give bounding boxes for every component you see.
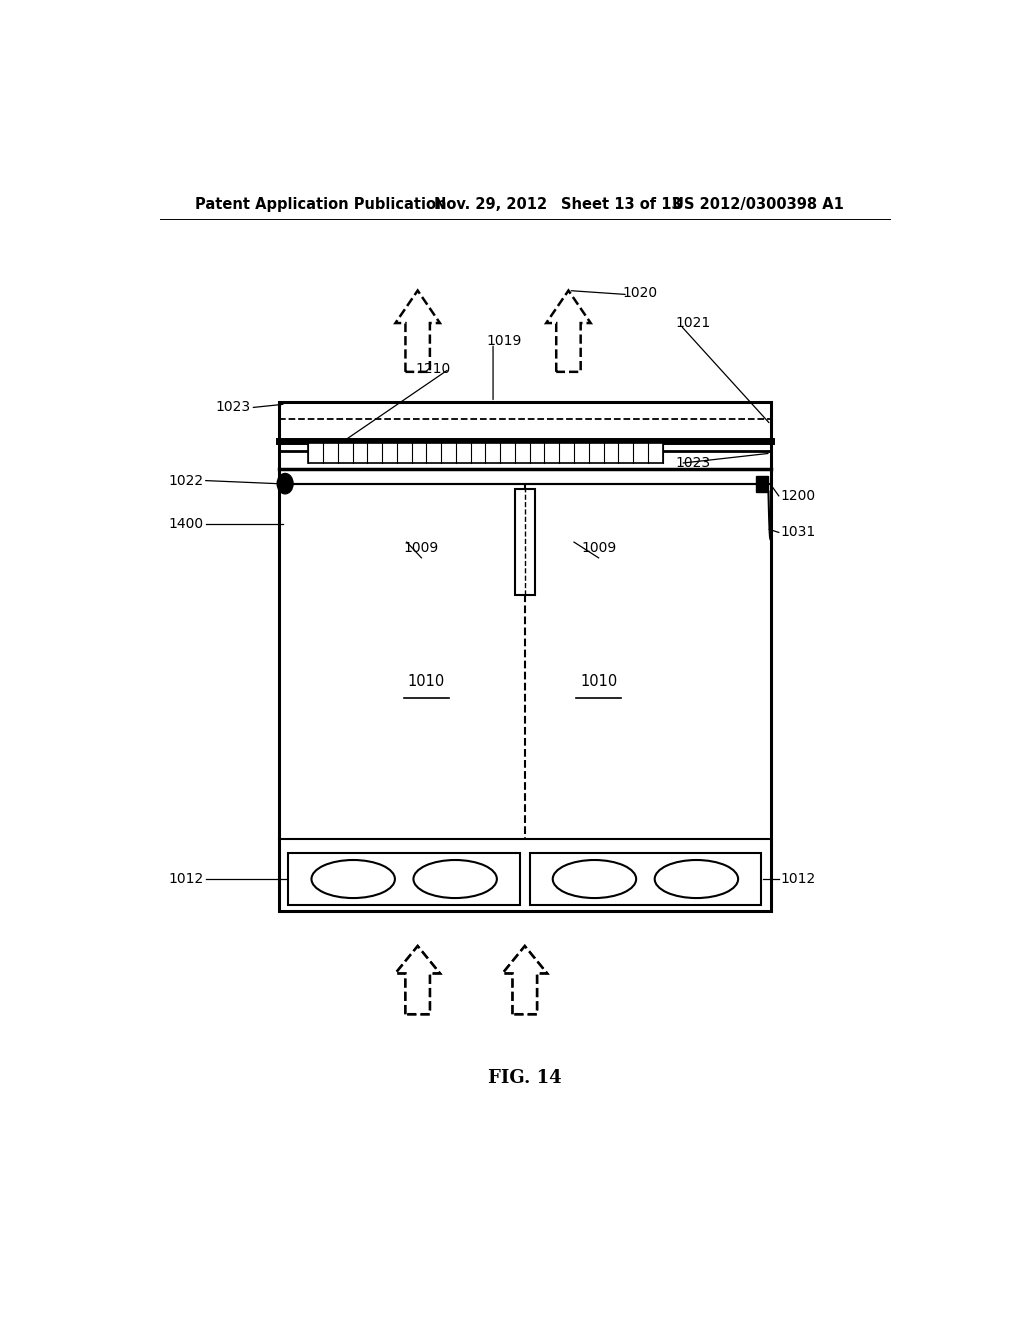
Bar: [756, 475, 768, 492]
Text: 1010: 1010: [408, 675, 445, 689]
Text: 1012: 1012: [780, 873, 815, 886]
Text: 1210: 1210: [416, 362, 451, 376]
Text: Sheet 13 of 13: Sheet 13 of 13: [560, 197, 681, 211]
Polygon shape: [395, 290, 440, 372]
Text: FIG. 14: FIG. 14: [488, 1069, 561, 1088]
Text: 1200: 1200: [780, 488, 815, 503]
Text: US 2012/0300398 A1: US 2012/0300398 A1: [672, 197, 844, 211]
Text: 1012: 1012: [168, 873, 204, 886]
Bar: [279, 403, 771, 911]
Polygon shape: [503, 946, 547, 1014]
Text: Nov. 29, 2012: Nov. 29, 2012: [433, 197, 547, 211]
Text: 1009: 1009: [403, 541, 439, 554]
Text: 1023: 1023: [216, 400, 251, 414]
Polygon shape: [395, 946, 440, 1014]
Text: 1010: 1010: [580, 675, 617, 689]
Text: 1021: 1021: [676, 315, 711, 330]
Text: 1023: 1023: [676, 457, 711, 470]
Text: 1031: 1031: [780, 525, 815, 540]
Polygon shape: [546, 290, 591, 372]
Text: Patent Application Publication: Patent Application Publication: [196, 197, 446, 211]
Polygon shape: [503, 946, 547, 1014]
Text: 1400: 1400: [168, 517, 204, 532]
Bar: [515, 488, 535, 595]
Text: 1019: 1019: [486, 334, 522, 348]
Bar: [308, 444, 663, 463]
Polygon shape: [395, 946, 440, 1014]
Bar: [289, 853, 520, 906]
Text: 1022: 1022: [168, 474, 204, 487]
Bar: [529, 853, 761, 906]
Text: 1020: 1020: [623, 285, 657, 300]
Circle shape: [278, 474, 293, 494]
Text: 1009: 1009: [581, 541, 616, 554]
